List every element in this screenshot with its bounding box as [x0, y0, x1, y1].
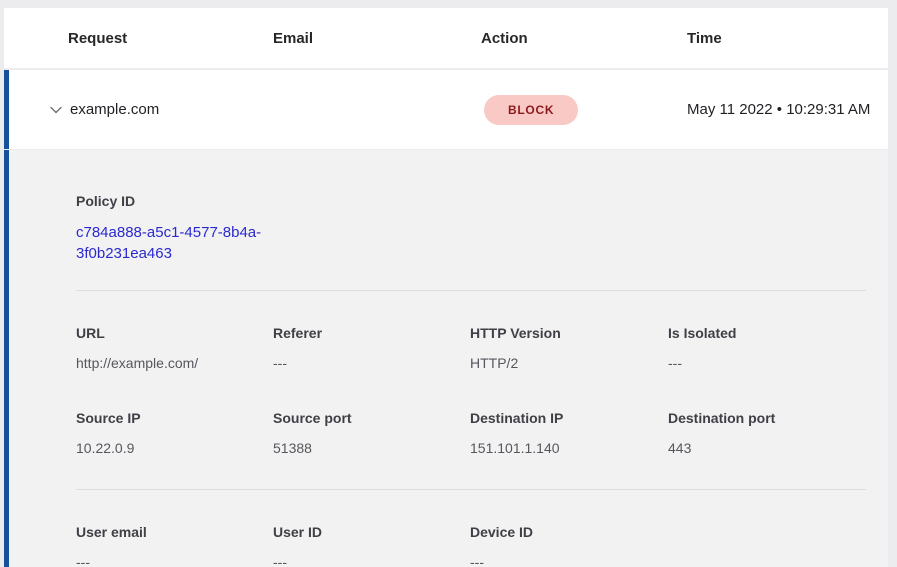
table-row[interactable]: example.com BLOCK May 11 2022 • 10:29:31…: [4, 70, 888, 149]
field-label: User email: [76, 524, 147, 540]
collapse-row-button[interactable]: [45, 99, 67, 121]
field-http-version: HTTP Version HTTP/2: [470, 325, 668, 372]
status-badge-block: BLOCK: [484, 94, 579, 125]
field-value: 443: [668, 440, 692, 456]
field-referer: Referer ---: [273, 325, 470, 372]
field-destination-port: Destination port 443: [668, 410, 866, 457]
row-request-value: example.com: [70, 101, 160, 118]
chevron-down-icon: [48, 102, 64, 118]
field-label: Source IP: [76, 410, 141, 426]
column-header-action: Action: [481, 29, 528, 47]
field-label: Destination IP: [470, 410, 564, 426]
table-header-row: Request Email Action Time: [4, 8, 888, 68]
field-label: User ID: [273, 524, 323, 540]
field-label: Source port: [273, 410, 352, 426]
field-value: 51388: [273, 440, 312, 456]
policy-id-label: Policy ID: [76, 193, 136, 209]
field-value: 151.101.1.140: [470, 440, 560, 456]
column-header-email: Email: [273, 29, 314, 47]
column-header-time: Time: [687, 29, 722, 47]
detail-fields-group-1: URL http://example.com/ Referer --- HTTP…: [76, 291, 866, 457]
field-empty: [668, 524, 866, 567]
field-label: Destination port: [668, 410, 776, 426]
row-time-value: May 11 2022 • 10:29:31 AM: [687, 100, 871, 118]
field-label: Referer: [273, 325, 323, 341]
field-source-ip: Source IP 10.22.0.9: [76, 410, 273, 457]
field-value: ---: [470, 554, 484, 567]
field-label: Device ID: [470, 524, 534, 540]
divider: [76, 290, 866, 291]
log-table: Request Email Action Time example.com BL…: [4, 8, 888, 567]
field-value: HTTP/2: [470, 355, 519, 371]
row-details-panel: Policy ID c784a888-a5c1-4577-8b4a-3f0b23…: [4, 150, 888, 567]
policy-id-link[interactable]: c784a888-a5c1-4577-8b4a-3f0b231ea463: [76, 224, 262, 262]
field-label: Is Isolated: [668, 325, 737, 341]
column-header-request: Request: [68, 29, 128, 47]
field-value: ---: [76, 554, 90, 567]
field-value: ---: [273, 355, 287, 371]
field-value: ---: [668, 355, 682, 371]
field-label: URL: [76, 325, 105, 341]
divider: [76, 489, 866, 490]
field-device-id: Device ID ---: [470, 524, 668, 567]
field-label: HTTP Version: [470, 325, 561, 341]
field-user-email: User email ---: [76, 524, 273, 567]
field-is-isolated: Is Isolated ---: [668, 325, 866, 372]
detail-fields-group-2: User email --- User ID --- Device ID ---: [76, 490, 866, 567]
field-value: ---: [273, 554, 287, 567]
field-value: 10.22.0.9: [76, 440, 135, 456]
row-action-cell: BLOCK: [481, 94, 687, 125]
field-destination-ip: Destination IP 151.101.1.140: [470, 410, 668, 457]
field-url: URL http://example.com/: [76, 325, 273, 372]
field-value: http://example.com/: [76, 355, 199, 371]
field-source-port: Source port 51388: [273, 410, 470, 457]
field-user-id: User ID ---: [273, 524, 470, 567]
